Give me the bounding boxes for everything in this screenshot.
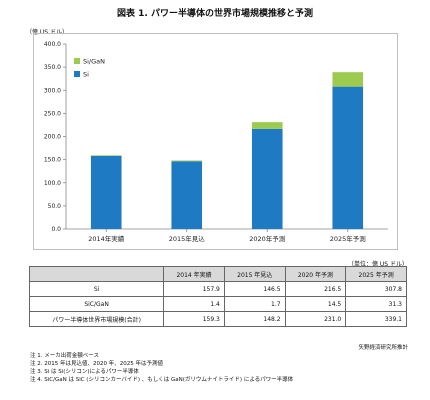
table-row: SiC/GaN 1.4 1.7 14.5 31.3 (28, 296, 407, 312)
y-tick-label: 300.0 (44, 87, 61, 94)
table-cell: 159.3 (163, 311, 225, 327)
y-tick-label: 100.0 (44, 180, 61, 187)
table-cell: 307.8 (345, 281, 407, 297)
table-cell: 1.4 (163, 296, 225, 312)
chart-frame (33, 33, 398, 250)
table-unit-label: （単位：億 US ドル） (347, 261, 408, 268)
table-row: Si 157.9 146.5 216.5 307.8 (28, 281, 407, 297)
figure-title: 図表 1. パワー半導体の世界市場規模推移と予測 (117, 9, 313, 19)
legend-label: Si (83, 71, 89, 79)
source-credit: 矢野経済研究所推計 (358, 345, 408, 351)
y-tick-label: 350.0 (44, 64, 61, 71)
bar-si-gan (251, 122, 283, 129)
table-header-row: 2014 年実績 2015 年見込 2020 年予測 2025 年予測 (28, 266, 407, 282)
table-cell: 148.2 (223, 311, 286, 327)
y-tick-label: 250.0 (44, 110, 61, 117)
table-cell: 216.5 (284, 281, 347, 297)
bar-si (332, 86, 364, 229)
table-row-label: Si (28, 281, 165, 297)
y-tick-label: 200.0 (44, 134, 61, 141)
bar-si (251, 128, 283, 229)
bar-si-gan (171, 160, 203, 162)
table-cell: 339.1 (345, 311, 407, 327)
x-tick-label: 2025年予測 (330, 234, 366, 243)
table-row-label: SiC/GaN (28, 296, 165, 312)
footnotes: 注 1. メーカ出荷金額ベース 注 2. 2015 年は見込値、2020 年、2… (30, 352, 293, 384)
legend-swatch (74, 71, 80, 77)
table-cell: 14.5 (284, 296, 347, 312)
y-tick-label: 0.0 (51, 226, 61, 233)
y-tick-label: 150.0 (44, 157, 61, 164)
chart-unit-label: （億 US ドル） (26, 29, 69, 36)
x-tick-label: 2015年見込 (169, 234, 206, 243)
footnote: 注 2. 2015 年は見込値、2020 年、2025 年は予測値 (30, 361, 163, 367)
legend-swatch (74, 58, 80, 64)
legend-label: Si/GaN (83, 58, 105, 66)
table-row-label: パワー半導体世界市場規模(合計) (28, 311, 165, 327)
table-cell: 231.0 (284, 311, 347, 327)
bar-si-gan (332, 72, 364, 87)
footnote: 注 1. メーカ出荷金額ベース (30, 353, 99, 359)
table-header-cell: 2025 年予測 (345, 266, 407, 282)
table-cell: 1.7 (223, 296, 286, 312)
table-cell: 31.3 (345, 296, 407, 312)
y-tick-label: 400.0 (44, 41, 61, 48)
bar-si-gan (90, 155, 122, 156)
footnote: 注 4. SiC/GaN は SiC (シリコンカーバイド) 、もしくは GaN… (30, 377, 294, 383)
y-tick-label: 50.0 (48, 203, 62, 210)
table-header-cell: 2014 年実績 (163, 266, 225, 282)
table-header-cell (28, 266, 165, 282)
x-tick-label: 2020年予測 (249, 234, 285, 243)
table-cell: 146.5 (223, 281, 286, 297)
table-header-cell: 2020 年予測 (284, 266, 347, 282)
footnote: 注 3. Si は Si(シリコン)によるパワー半導体 (30, 369, 139, 375)
table-row-total: パワー半導体世界市場規模(合計) 159.3 148.2 231.0 339.1 (28, 311, 407, 327)
bar-si (90, 155, 122, 229)
data-table: 2014 年実績 2015 年見込 2020 年予測 2025 年予測 Si 1… (28, 266, 407, 327)
x-tick-label: 2014年実績 (88, 234, 125, 243)
table-cell: 157.9 (163, 281, 225, 297)
table-header-cell: 2015 年見込 (223, 266, 286, 282)
bar-si (171, 161, 203, 229)
